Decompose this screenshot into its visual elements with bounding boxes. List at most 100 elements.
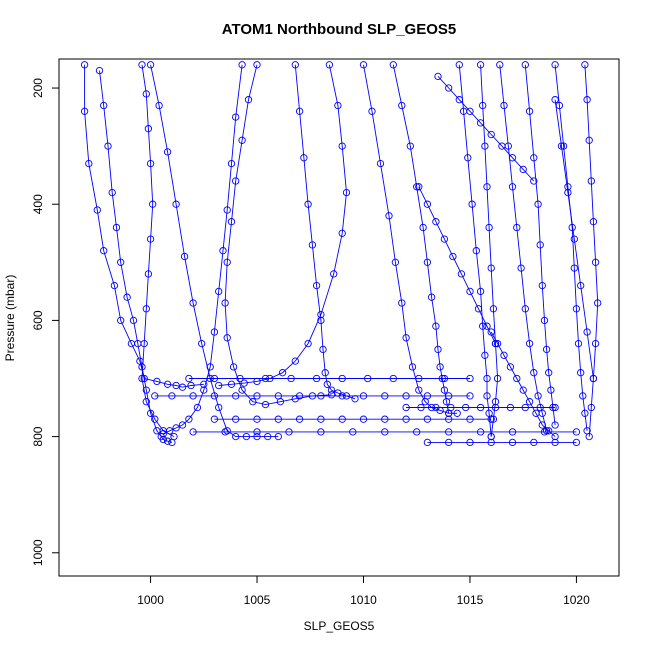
series bbox=[434, 72, 538, 185]
data-point bbox=[163, 148, 172, 156]
data-point bbox=[530, 438, 538, 447]
data-point bbox=[206, 363, 214, 371]
data-point bbox=[466, 107, 474, 115]
data-point bbox=[338, 415, 346, 423]
data-point bbox=[146, 235, 155, 243]
data-point bbox=[581, 61, 589, 69]
data-point bbox=[338, 392, 346, 400]
data-point bbox=[415, 183, 423, 191]
data-point bbox=[327, 391, 336, 399]
data-point bbox=[242, 432, 251, 441]
data-point bbox=[210, 328, 219, 336]
data-point bbox=[483, 322, 491, 330]
data-point bbox=[557, 142, 566, 150]
data-point bbox=[291, 357, 299, 365]
data-point bbox=[574, 339, 583, 348]
data-point bbox=[140, 339, 148, 348]
data-point bbox=[521, 61, 529, 69]
data-point bbox=[402, 392, 410, 400]
series bbox=[210, 415, 495, 423]
data-point bbox=[530, 369, 538, 377]
data-point bbox=[232, 392, 240, 400]
data-point bbox=[423, 415, 432, 423]
data-point bbox=[368, 107, 376, 115]
data-point bbox=[321, 369, 329, 377]
data-point bbox=[587, 177, 595, 185]
data-point bbox=[253, 392, 261, 400]
data-point bbox=[462, 403, 470, 412]
data-point bbox=[215, 381, 223, 390]
x-axis-label: SLP_GEOS5 bbox=[304, 619, 375, 633]
data-point bbox=[476, 403, 485, 412]
data-point bbox=[232, 432, 240, 441]
data-point bbox=[440, 386, 449, 394]
data-point bbox=[278, 369, 287, 377]
data-point bbox=[500, 351, 508, 359]
series bbox=[423, 438, 581, 447]
data-point bbox=[198, 339, 206, 348]
data-point bbox=[579, 392, 587, 400]
data-point bbox=[545, 427, 553, 435]
data-point bbox=[215, 403, 223, 412]
data-point bbox=[108, 188, 116, 197]
data-point bbox=[513, 374, 521, 383]
series-line bbox=[554, 99, 594, 379]
data-point bbox=[517, 264, 525, 272]
data-point bbox=[564, 188, 572, 197]
data-point bbox=[166, 427, 174, 435]
data-point bbox=[493, 374, 502, 383]
data-point bbox=[287, 374, 295, 383]
data-point bbox=[521, 305, 529, 313]
data-point bbox=[232, 177, 240, 185]
data-point bbox=[210, 415, 219, 423]
x-axis: 1000 1005 1010 1015 1020 bbox=[137, 576, 590, 607]
data-point bbox=[542, 345, 551, 354]
data-point bbox=[476, 119, 485, 127]
data-point bbox=[479, 101, 487, 110]
data-point bbox=[549, 403, 557, 412]
data-point bbox=[408, 363, 417, 371]
data-point bbox=[487, 432, 495, 441]
data-point bbox=[142, 398, 150, 406]
data-point bbox=[359, 415, 368, 423]
data-point bbox=[589, 374, 598, 383]
data-point bbox=[317, 310, 325, 319]
data-point bbox=[583, 96, 591, 104]
data-point bbox=[210, 392, 219, 400]
series-line bbox=[294, 64, 356, 400]
data-point bbox=[112, 223, 121, 232]
series-line bbox=[584, 64, 599, 437]
data-point bbox=[481, 142, 489, 150]
data-point bbox=[487, 438, 495, 447]
y-axis-label: Pressure (mbar) bbox=[3, 275, 17, 362]
data-point bbox=[187, 381, 195, 390]
y-tick-label: 1000 bbox=[31, 539, 45, 566]
series bbox=[476, 61, 502, 441]
data-point bbox=[163, 380, 172, 388]
data-point bbox=[415, 374, 423, 383]
data-point bbox=[295, 392, 304, 400]
series-line bbox=[163, 64, 243, 435]
data-point bbox=[498, 142, 506, 150]
data-point bbox=[304, 339, 312, 348]
data-point bbox=[349, 428, 357, 436]
data-point bbox=[142, 305, 150, 313]
data-point bbox=[221, 428, 229, 436]
data-point bbox=[534, 200, 542, 208]
data-point bbox=[317, 415, 325, 423]
data-point bbox=[223, 206, 231, 214]
data-point bbox=[185, 415, 193, 423]
data-point bbox=[402, 334, 410, 342]
data-point bbox=[545, 369, 553, 377]
series bbox=[521, 61, 559, 429]
series-line bbox=[224, 64, 332, 406]
data-point bbox=[476, 61, 485, 69]
data-point bbox=[466, 374, 474, 383]
data-point bbox=[229, 363, 238, 371]
plot-area bbox=[80, 61, 602, 447]
data-point bbox=[359, 61, 368, 69]
series-line bbox=[392, 64, 450, 414]
data-point bbox=[445, 438, 453, 447]
data-point bbox=[389, 374, 397, 383]
data-point bbox=[398, 299, 406, 307]
